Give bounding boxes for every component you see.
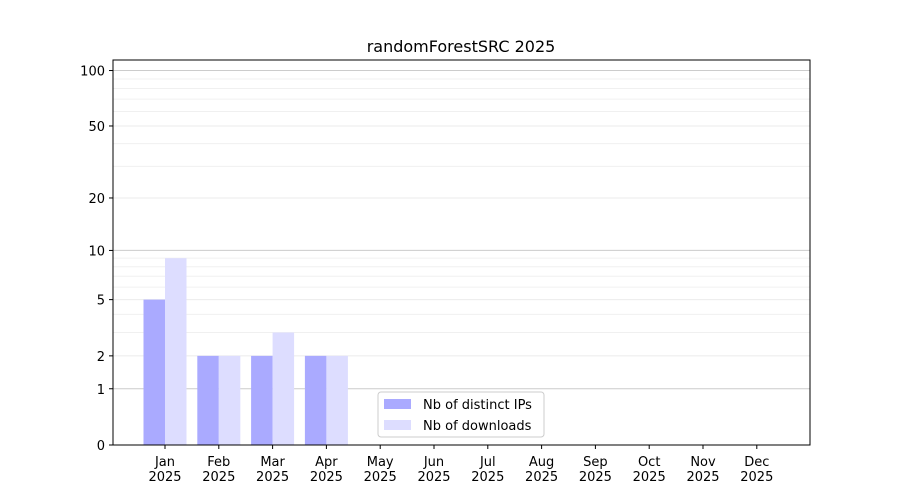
bar-distinct-ips [304,355,327,445]
legend-label: Nb of downloads [423,419,532,434]
x-tick-label: Sep 2025 [579,455,612,485]
x-tick-label: Jan 2025 [148,455,181,485]
x-tick-label: Nov 2025 [686,455,719,485]
legend-label: Nb of distinct IPs [423,398,532,413]
y-tick-label: 100 [80,65,105,80]
x-axis: Jan 2025 Feb 2025 Mar 2025 Apr 2025 May 2025 Jun 20… [148,445,773,485]
legend: Nb of distinct IPs Nb of downloads [377,391,545,438]
y-tick-label: 20 [88,192,105,207]
y-tick-label: 10 [88,244,105,259]
x-tick-label: May 2025 [364,455,397,485]
x-tick-label: Oct 2025 [633,455,666,485]
bar-downloads [218,355,241,445]
grid [113,70,810,390]
x-tick-label: Mar 2025 [256,455,289,485]
bar-distinct-ips [251,355,273,445]
y-axis: 0 1 2 5 10 20 50 100 [80,65,113,454]
x-tick-label: Feb 2025 [202,455,235,485]
x-tick-label: Dec 2025 [740,455,773,485]
x-tick-label: Aug 2025 [525,455,558,485]
legend-box [377,391,545,438]
y-tick-label: 1 [97,383,105,398]
bar-distinct-ips [143,299,165,445]
x-tick-label: Jul 2025 [471,455,504,485]
y-tick-label: 0 [97,439,105,454]
legend-swatch [384,420,411,430]
bar-distinct-ips [197,355,219,445]
x-tick-label: Apr 2025 [310,455,343,485]
y-tick-label: 5 [97,294,105,309]
y-tick-label: 2 [97,350,105,365]
chart-title: randomForestSRC 2025 [367,37,556,56]
legend-swatch [384,399,411,409]
bar-downloads [272,332,295,445]
x-tick-label: Jun 2025 [417,455,450,485]
bar-downloads [326,355,348,445]
plot-frame [112,59,811,446]
bars [143,258,348,445]
bar-downloads [165,258,187,445]
y-tick-label: 50 [88,120,105,135]
